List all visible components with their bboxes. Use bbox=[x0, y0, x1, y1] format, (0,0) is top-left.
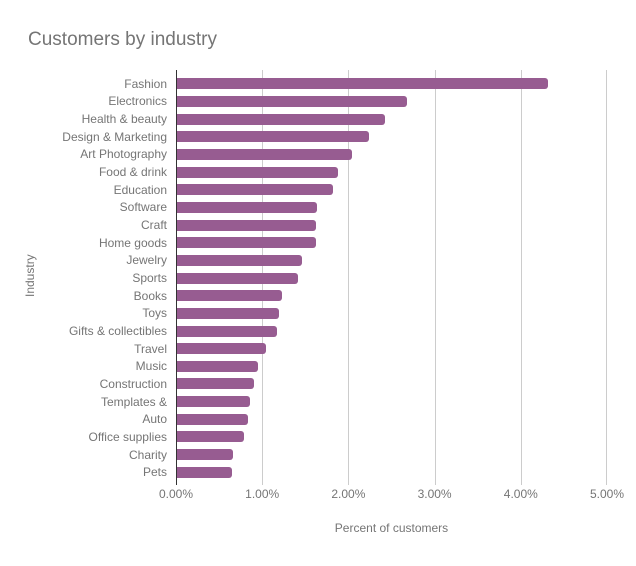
bar-row: Home goods bbox=[99, 234, 607, 252]
bar-row: Art Photography bbox=[80, 146, 607, 164]
category-label: Art Photography bbox=[80, 147, 167, 162]
bar-row: Pets bbox=[143, 463, 607, 481]
category-label: Design & Marketing bbox=[62, 129, 167, 144]
category-label: Music bbox=[135, 359, 167, 374]
bar bbox=[176, 449, 233, 461]
x-tick-label: 0.00% bbox=[158, 487, 194, 501]
bar bbox=[176, 325, 277, 337]
bar-row: Food & drink bbox=[99, 163, 607, 181]
bar-row: Books bbox=[134, 287, 607, 305]
category-label: Charity bbox=[128, 447, 167, 462]
category-label: Templates & bbox=[100, 394, 167, 409]
bar bbox=[176, 184, 333, 196]
category-label: Sports bbox=[132, 271, 167, 286]
bar-row: Office supplies bbox=[89, 428, 607, 446]
bar bbox=[176, 95, 408, 107]
x-tick-label: 2.00% bbox=[331, 487, 366, 501]
bar bbox=[176, 219, 316, 231]
bar bbox=[176, 131, 370, 143]
bar-row: Charity bbox=[129, 446, 607, 464]
axis-tick bbox=[434, 481, 436, 485]
axis-tick bbox=[348, 481, 350, 485]
y-axis-line bbox=[176, 70, 177, 485]
bar-row: Templates & bbox=[101, 393, 607, 411]
bar bbox=[176, 254, 302, 266]
bar-row: Craft bbox=[141, 216, 607, 234]
axis-tick bbox=[520, 481, 522, 485]
bar bbox=[176, 396, 251, 408]
category-label: Gifts & collectibles bbox=[68, 324, 167, 339]
x-axis-title: Percent of customers bbox=[334, 521, 449, 535]
gridline bbox=[520, 70, 522, 481]
category-label: Craft bbox=[140, 218, 167, 233]
gridline bbox=[348, 70, 350, 481]
category-label: Pets bbox=[142, 465, 167, 480]
category-label: Toys bbox=[142, 306, 167, 321]
bar-row: Education bbox=[114, 181, 607, 199]
bar bbox=[176, 272, 298, 284]
category-label: Construction bbox=[99, 376, 167, 391]
bar-row: Electronics bbox=[108, 93, 607, 111]
category-label: Fashion bbox=[124, 76, 167, 91]
category-label: Health & beauty bbox=[81, 112, 167, 127]
bar bbox=[176, 166, 339, 178]
category-label: Auto bbox=[142, 412, 167, 427]
bar bbox=[176, 378, 254, 390]
category-label: Books bbox=[133, 288, 167, 303]
gridline bbox=[434, 70, 436, 481]
bar bbox=[176, 237, 316, 249]
category-label: Software bbox=[119, 200, 167, 215]
bar-row: Jewelry bbox=[126, 252, 607, 270]
bar-row: Construction bbox=[100, 375, 607, 393]
y-axis-title: Industry bbox=[23, 254, 37, 297]
bar bbox=[176, 360, 258, 372]
bar-row: Software bbox=[120, 199, 607, 217]
category-label: Education bbox=[113, 182, 167, 197]
category-label: Travel bbox=[134, 341, 167, 356]
bar bbox=[176, 78, 549, 90]
category-label: Jewelry bbox=[126, 253, 167, 268]
bar-row: Toys bbox=[142, 305, 607, 323]
bar-row: Auto bbox=[142, 410, 607, 428]
bar-row: Health & beauty bbox=[82, 110, 607, 128]
category-label: Electronics bbox=[108, 94, 167, 109]
axis-tick bbox=[606, 481, 607, 485]
bar-row: Music bbox=[136, 358, 607, 376]
bar bbox=[176, 466, 233, 478]
bar bbox=[176, 431, 245, 443]
bar-row: Sports bbox=[132, 269, 607, 287]
category-label: Office supplies bbox=[88, 429, 168, 444]
x-tick-label: 4.00% bbox=[503, 487, 538, 501]
category-label: Home goods bbox=[98, 235, 167, 250]
x-tick-labels: 0.00% 1.00% 2.00% 3.00% 4.00% 5.00% bbox=[159, 487, 624, 501]
chart-title: Customers by industry bbox=[28, 29, 218, 50]
bar bbox=[176, 148, 352, 160]
bar bbox=[176, 413, 249, 425]
gridline bbox=[606, 70, 607, 481]
bar bbox=[176, 307, 280, 319]
category-label: Food & drink bbox=[98, 165, 167, 180]
plot-area: Fashion Electronics Health & beauty Design … bbox=[62, 70, 607, 485]
bar bbox=[176, 201, 317, 213]
bar-row: Design & Marketing bbox=[62, 128, 607, 146]
bar-row: Gifts & collectibles bbox=[69, 322, 607, 340]
x-tick-label: 1.00% bbox=[245, 487, 280, 501]
bar-row: Fashion bbox=[124, 75, 607, 93]
bar-row: Travel bbox=[134, 340, 607, 358]
x-tick-label: 3.00% bbox=[417, 487, 452, 501]
bar bbox=[176, 113, 385, 125]
axis-tick bbox=[262, 481, 264, 485]
bar bbox=[176, 343, 266, 355]
x-tick-label: 5.00% bbox=[589, 487, 625, 501]
bar-rows: Fashion Electronics Health & beauty Design … bbox=[62, 70, 607, 481]
bar bbox=[176, 290, 283, 302]
